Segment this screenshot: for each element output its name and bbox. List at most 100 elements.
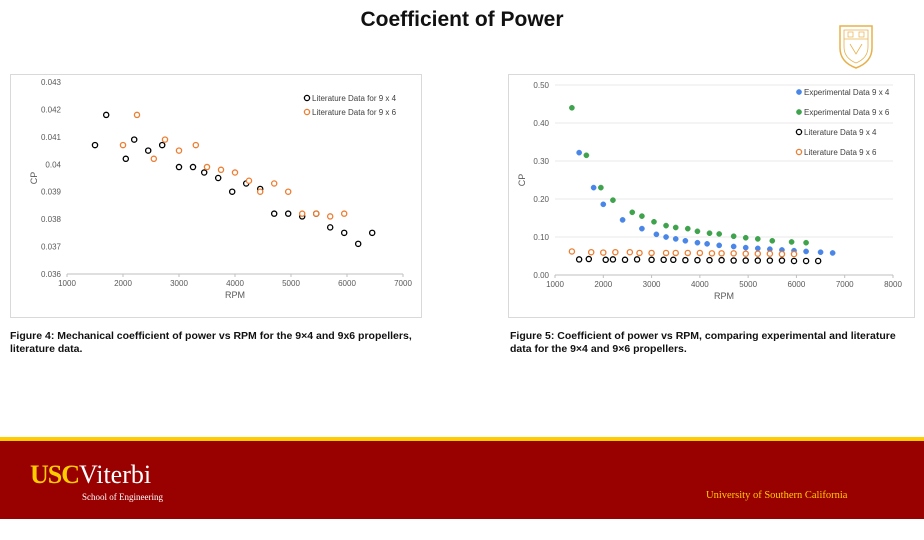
chart-2-x-axis-title: RPM bbox=[714, 291, 734, 301]
chart-2-series-0-point bbox=[672, 236, 679, 242]
chart-2-series-2-point bbox=[670, 256, 677, 264]
chart-2-series-1-point bbox=[639, 213, 645, 219]
chart-2-series-3-point bbox=[730, 250, 737, 257]
chart-1-series-1-point bbox=[270, 180, 278, 187]
chart-1-series-0-point bbox=[122, 155, 130, 163]
chart-2-series-1-point bbox=[803, 239, 809, 246]
chart-1-x-tick-label: 6000 bbox=[338, 279, 356, 288]
chart-1-y-tick-label: 0.041 bbox=[41, 133, 62, 142]
chart-1-series-1-point bbox=[203, 163, 211, 171]
chart-1-series-0-point bbox=[144, 147, 152, 154]
chart-2-series-2-point bbox=[633, 256, 641, 263]
chart-2-x-tick-label: 1000 bbox=[546, 280, 564, 289]
chart-1-y-tick-label: 0.042 bbox=[41, 105, 62, 114]
chart-2-series-3-point bbox=[708, 250, 716, 257]
chart-2-series-3-point bbox=[790, 250, 798, 258]
chart-1-x-tick-label: 7000 bbox=[394, 279, 412, 288]
chart-2-series-3-point bbox=[648, 249, 655, 257]
chart-1-series-1-point bbox=[217, 166, 225, 174]
chart-2-series-3-point bbox=[696, 249, 704, 257]
chart-2-y-tick-label: 0.10 bbox=[533, 233, 549, 242]
chart-2-series-0-point bbox=[619, 217, 626, 223]
chart-1-series-0-point bbox=[270, 210, 278, 217]
chart-1-series-0-point bbox=[130, 136, 138, 143]
chart-1-series-1-point bbox=[245, 177, 253, 184]
chart-left-svg: 0.036 0.037 0.038 0.039 0.04 0.041 0.042 0.043 1… bbox=[29, 78, 412, 300]
chart-1-series-1-point bbox=[340, 210, 348, 217]
chart-1-y-axis-title: CP bbox=[29, 172, 39, 185]
chart-2-series-2-point bbox=[802, 257, 810, 265]
chart-2-series-2-point bbox=[790, 257, 798, 265]
chart-1-series-1-point bbox=[161, 136, 169, 143]
chart-1-series-1-point bbox=[284, 188, 292, 195]
chart-2-series-2-point bbox=[718, 256, 725, 264]
chart-2-x-tick-label: 4000 bbox=[691, 280, 709, 289]
chart-2-series-3-point bbox=[742, 250, 749, 257]
chart-2-series-1-point bbox=[672, 224, 679, 231]
chart-2-series-3-point bbox=[684, 249, 692, 257]
chart-2-series-1-point bbox=[769, 237, 776, 244]
chart-1-series-1-point bbox=[326, 213, 334, 220]
chart-1-series-1-point bbox=[298, 210, 306, 217]
chart-2-series-2-point bbox=[754, 257, 762, 264]
chart-2-series-1-point bbox=[651, 218, 657, 225]
footer-gold-stripe bbox=[0, 437, 924, 441]
bottom-margin bbox=[0, 519, 924, 540]
chart-2-series-3-point bbox=[766, 250, 774, 257]
chart-1-series-1-point bbox=[150, 155, 158, 163]
chart-2-series-1-point bbox=[684, 225, 691, 232]
chart-2-series-2-point bbox=[682, 256, 689, 264]
chart-2-series-0-point bbox=[663, 234, 669, 240]
chart-2-series-3-point bbox=[718, 250, 725, 257]
chart-2-series-0-point bbox=[653, 231, 660, 238]
chart-1-x-tick-label: 1000 bbox=[58, 279, 76, 288]
chart-1-series-0-point bbox=[340, 229, 348, 237]
chart-2-series-2-point bbox=[621, 256, 629, 264]
chart-1-y-tick-label: 0.04 bbox=[45, 160, 61, 169]
chart-2-y-tick-label: 0.30 bbox=[533, 157, 549, 166]
chart-2-series-1-point bbox=[598, 184, 604, 191]
chart-2-y-tick-label: 0.40 bbox=[533, 119, 549, 128]
slide-title: Coefficient of Power bbox=[360, 8, 564, 31]
chart-1-series-0-point bbox=[284, 210, 292, 217]
chart-2-y-tick-label: 0.20 bbox=[533, 195, 549, 204]
chart-2-x-tick-label: 3000 bbox=[643, 280, 661, 289]
chart-2-series-0-point bbox=[590, 184, 597, 191]
chart-2-x-tick-label: 7000 bbox=[836, 280, 854, 289]
chart-1-x-tick-label: 3000 bbox=[170, 279, 188, 288]
chart-1-series-0-point bbox=[102, 111, 110, 119]
chart-1-legend-marker bbox=[303, 94, 311, 102]
chart-2-series-2-point bbox=[814, 257, 822, 265]
chart-2-series-1-point bbox=[788, 239, 795, 245]
chart-2-series-0-point bbox=[576, 149, 582, 156]
chart-2-series-2-point bbox=[602, 256, 609, 264]
chart-2-x-tick-label: 5000 bbox=[739, 280, 757, 289]
chart-2-series-2-point bbox=[575, 256, 583, 263]
chart-1-series-0-point bbox=[158, 141, 166, 149]
chart-2-series-0-point bbox=[803, 248, 809, 255]
chart-2-x-tick-label: 6000 bbox=[788, 280, 806, 289]
chart-2-series-3-point bbox=[662, 249, 670, 257]
chart-1-legend-label: Literature Data for 9 x 4 bbox=[312, 94, 397, 103]
chart-2-series-0-point bbox=[694, 239, 701, 246]
chart-2-legend-marker bbox=[795, 128, 803, 136]
chart-2-series-0-point bbox=[716, 242, 723, 249]
chart-1-series-0-point bbox=[200, 169, 208, 176]
chart-2-series-1-point bbox=[730, 233, 737, 240]
chart-1-series-0-point bbox=[175, 163, 183, 171]
chart-1-series-0-point bbox=[354, 240, 362, 248]
chart-1-y-tick-label: 0.043 bbox=[41, 78, 62, 87]
chart-2-series-2-point bbox=[694, 256, 701, 264]
chart-2-legend-label: Experimental Data 9 x 4 bbox=[804, 88, 890, 97]
chart-2-legend-label: Literature Data 9 x 6 bbox=[804, 148, 877, 157]
chart-2-series-0-point bbox=[817, 249, 824, 256]
chart-right: 0.00 0.10 0.20 0.30 0.40 0.50 1000 2000 3000 4000… bbox=[508, 74, 915, 318]
chart-2-x-tick-label: 8000 bbox=[884, 280, 902, 289]
brand-usc: USC bbox=[30, 460, 80, 489]
chart-2-series-2-point bbox=[742, 257, 749, 264]
chart-2-series-3-point bbox=[778, 250, 786, 258]
chart-2-series-0-point bbox=[730, 243, 737, 250]
chart-1-series-0-point bbox=[189, 163, 197, 171]
chart-2-legend-label: Experimental Data 9 x 6 bbox=[804, 108, 890, 117]
chart-2-y-tick-label: 0.00 bbox=[533, 271, 549, 280]
